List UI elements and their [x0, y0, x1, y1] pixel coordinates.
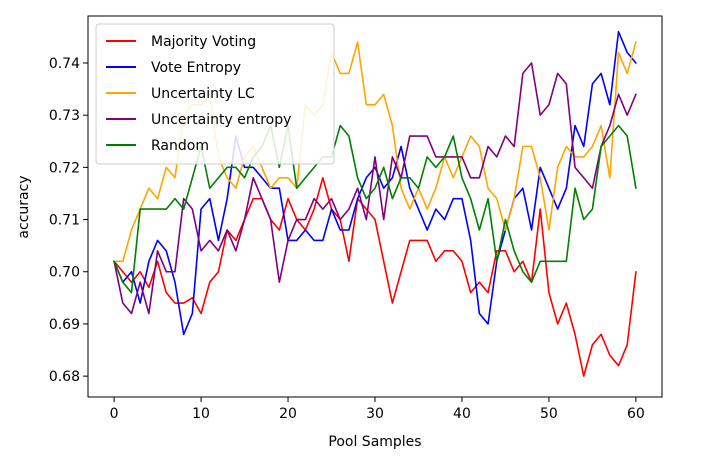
- legend: Majority Voting Vote Entropy Uncertainty L…: [95, 23, 335, 165]
- x-tick-label: 50: [540, 406, 558, 422]
- y-tick-label: 0.74: [49, 56, 80, 72]
- x-axis-label: Pool Samples: [328, 434, 421, 450]
- series-line-1: [113, 30, 637, 336]
- y-tick-label: 0.70: [49, 265, 80, 281]
- legend-label: Uncertainty entropy: [151, 112, 291, 128]
- x-tick-label: 40: [453, 406, 471, 422]
- legend-label: Uncertainty LC: [151, 86, 255, 102]
- y-tick-label: 0.68: [49, 369, 80, 385]
- y-tick-label: 0.71: [49, 213, 80, 229]
- y-tick-label: 0.69: [49, 317, 80, 333]
- legend-label: Vote Entropy: [151, 60, 241, 76]
- x-axis: 0 10 20 30 40 50 60: [110, 397, 645, 422]
- x-tick-label: 0: [110, 406, 119, 422]
- legend-box: [95, 23, 335, 165]
- y-tick-label: 0.72: [49, 160, 80, 176]
- x-tick-label: 60: [627, 406, 645, 422]
- y-tick-label: 0.73: [49, 108, 80, 124]
- y-axis: 0.68 0.69 0.70 0.71 0.72 0.73 0.74: [49, 56, 88, 385]
- y-axis-label: accuracy: [16, 175, 32, 238]
- x-tick-label: 30: [366, 406, 384, 422]
- x-tick-label: 10: [192, 406, 210, 422]
- series-line-3: [113, 62, 637, 315]
- series-line-0: [113, 176, 637, 377]
- legend-label: Random: [151, 138, 209, 154]
- x-tick-label: 20: [279, 406, 297, 422]
- legend-label: Majority Voting: [151, 34, 256, 50]
